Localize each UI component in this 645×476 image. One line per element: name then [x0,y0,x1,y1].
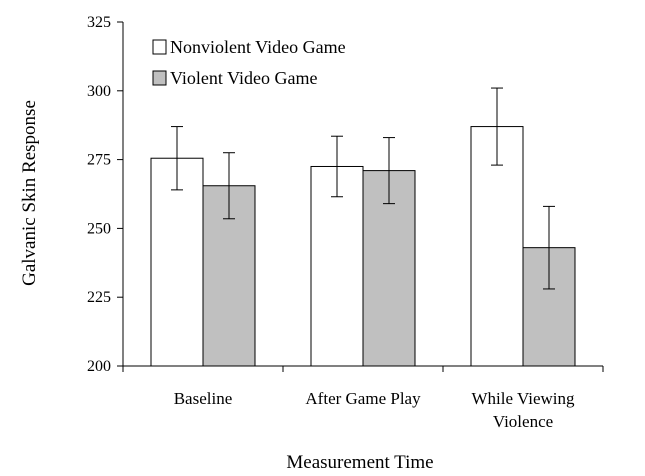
x-tick-label: While Viewing Violence [471,389,575,431]
x-axis-title: Measurement Time [286,452,433,473]
y-tick-label: 325 [87,14,111,31]
legend-swatch [152,39,167,55]
x-tick-label: After Game Play [305,389,421,408]
bar [150,157,204,367]
legend-label: Nonviolent Video Game [170,37,346,57]
bar [470,126,524,367]
y-tick-label: 275 [87,152,111,169]
legend: Nonviolent Video Game Violent Video Game [152,37,346,88]
axes: 200 225 250 275 300 325 Baseline After Game Pla… [87,14,604,431]
legend-label: Violent Video Game [170,68,317,88]
y-axis-title: Galvanic Skin Response [19,100,40,286]
y-tick-label: 300 [87,83,111,100]
y-tick-label: 200 [87,358,111,375]
y-tick-label: 250 [87,220,111,237]
bars [150,87,576,367]
bar [310,165,364,367]
legend-swatch [152,70,167,86]
x-tick-label: Baseline [174,389,233,408]
y-tick-label: 225 [87,289,111,306]
